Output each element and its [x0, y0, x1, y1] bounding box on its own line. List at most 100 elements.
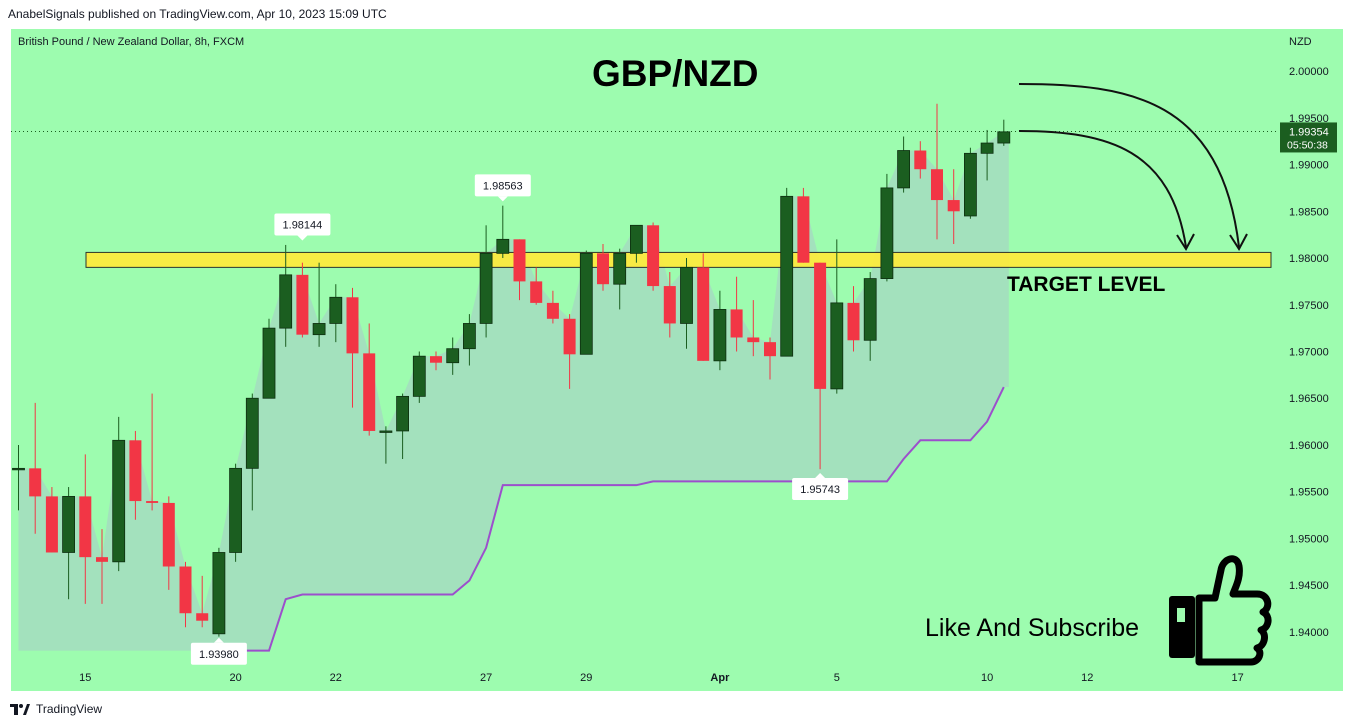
- candle-body: [780, 195, 794, 357]
- candle-body: [379, 430, 393, 433]
- candle: [814, 262, 827, 470]
- candle: [162, 496, 175, 590]
- candle: [262, 318, 276, 399]
- candle-body: [146, 501, 159, 503]
- candle: [29, 402, 42, 534]
- candle-body: [496, 238, 510, 254]
- candle-body: [830, 302, 844, 390]
- price-annotation: 1.95743: [792, 473, 849, 501]
- candlestick-chart[interactable]: 1.98144 1.98563 1.93980 1.95743 British Pou…: [11, 29, 1343, 691]
- y-tick-label: 1.94000: [1289, 627, 1329, 639]
- price-annotation: 1.93980: [190, 637, 247, 665]
- candles-layer: [12, 103, 1011, 637]
- candle-body: [680, 266, 693, 324]
- footer: TradingView: [10, 702, 102, 716]
- candle: [597, 244, 609, 291]
- projection-arrow-upper-head: [1229, 233, 1248, 251]
- candle: [179, 561, 192, 628]
- annotation-box: [792, 478, 849, 501]
- x-tick-label: Apr: [710, 672, 730, 684]
- y-tick-label: 1.96000: [1289, 440, 1329, 452]
- candle-body: [179, 566, 192, 614]
- candle-body: [479, 252, 493, 324]
- candle-body: [162, 502, 175, 567]
- candle-body: [931, 169, 943, 201]
- projection-arrow-lower-head: [1176, 233, 1195, 251]
- x-tick-label: 15: [79, 672, 91, 684]
- target-zone: [85, 251, 1272, 268]
- candle-body: [814, 262, 827, 389]
- candle-body: [446, 348, 460, 364]
- candle-body: [363, 353, 376, 431]
- candle-body: [96, 557, 108, 562]
- candle-body: [730, 309, 743, 338]
- candle: [363, 323, 376, 436]
- channel-lower-line: [227, 386, 1005, 652]
- x-tick-label: 29: [580, 672, 592, 684]
- candle: [980, 129, 994, 181]
- y-tick-label: 1.97500: [1289, 300, 1329, 312]
- candle-body: [914, 150, 927, 170]
- publisher-line: AnabelSignals published on TradingView.c…: [8, 7, 387, 21]
- candle: [430, 351, 442, 371]
- candle-body: [546, 302, 559, 319]
- candle-body: [697, 267, 710, 361]
- candle-body: [747, 337, 760, 343]
- candle: [396, 393, 410, 459]
- candle-body: [947, 200, 960, 212]
- annotation-pointer: [497, 196, 508, 202]
- chart-title: GBP/NZD: [592, 53, 759, 94]
- candle: [630, 224, 643, 263]
- candle-body: [797, 196, 810, 263]
- candle-body: [129, 440, 142, 502]
- candle: [12, 444, 25, 511]
- candle-body: [863, 278, 877, 341]
- candle-body: [764, 342, 776, 357]
- x-tick-label: 17: [1231, 672, 1243, 684]
- chart-panel: 1.98144 1.98563 1.93980 1.95743 British Pou…: [11, 29, 1343, 691]
- target-level-label: TARGET LEVEL: [1007, 273, 1165, 296]
- annotation-label: 1.95743: [800, 484, 840, 496]
- y-tick-label: 1.96500: [1289, 393, 1329, 405]
- y-tick-label: 2.00000: [1289, 66, 1329, 78]
- annotation-box: [274, 213, 331, 236]
- candle-body: [12, 467, 25, 471]
- x-tick-label: 5: [834, 672, 840, 684]
- x-tick-label: 10: [981, 672, 993, 684]
- last-price-value: 1.99354: [1289, 126, 1329, 138]
- candle-body: [597, 253, 609, 285]
- annotation-label: 1.98144: [283, 220, 323, 232]
- candle: [563, 314, 576, 389]
- price-annotation: 1.98563: [474, 174, 531, 202]
- candle-body: [412, 355, 426, 397]
- candle: [146, 393, 159, 511]
- projection-arrows-layer: [1018, 83, 1248, 251]
- candle: [680, 258, 693, 349]
- candle-body: [279, 274, 293, 329]
- y-tick-label: 1.94500: [1289, 580, 1329, 592]
- candle: [296, 262, 309, 338]
- candle-body: [630, 224, 643, 254]
- candle-body: [79, 496, 92, 558]
- candle: [62, 487, 75, 600]
- channel-fill: [18, 131, 1009, 651]
- candle: [446, 337, 460, 375]
- instrument-label: British Pound / New Zealand Dollar, 8h, …: [18, 36, 244, 48]
- candle: [697, 253, 710, 361]
- annotation-pointer: [815, 473, 826, 479]
- candle: [479, 225, 493, 338]
- candle-body: [579, 252, 593, 355]
- annotation-box: [474, 174, 531, 197]
- candle-body: [329, 296, 343, 324]
- candle: [346, 287, 359, 408]
- cta-text: Like And Subscribe: [925, 614, 1139, 642]
- candle: [212, 547, 226, 637]
- candle-body: [713, 309, 727, 362]
- candle: [546, 290, 559, 324]
- thumbs-up-icon[interactable]: [1169, 555, 1272, 666]
- candle: [412, 351, 426, 403]
- chart-text-layer: British Pound / New Zealand Dollar, 8h, …: [18, 36, 1312, 642]
- candle: [931, 103, 943, 240]
- price-annotation: 1.98144: [274, 213, 331, 241]
